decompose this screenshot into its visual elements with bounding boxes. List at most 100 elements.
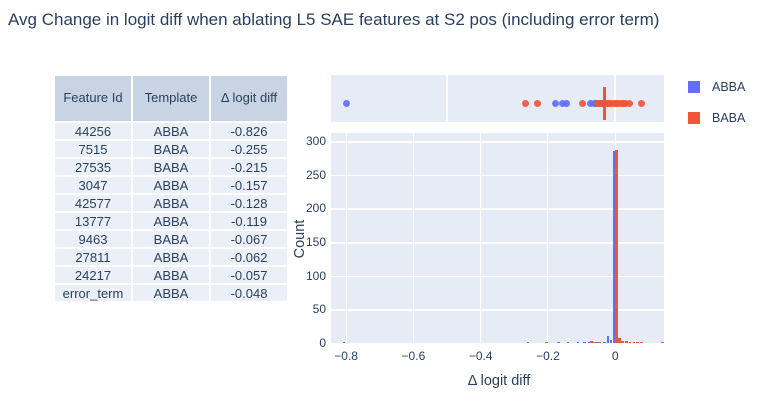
table-cell: ABBA	[133, 177, 209, 193]
table-cell: ABBA	[133, 123, 209, 139]
x-axis-title: Δ logit diff	[467, 373, 531, 389]
histogram-bar-baba	[615, 149, 618, 343]
gridline	[331, 309, 664, 311]
table-row: 27811 ABBA -0.062	[55, 249, 287, 265]
histogram-bar-baba	[545, 342, 548, 343]
table-cell: 27811	[55, 249, 131, 265]
table-header-cell: Δ logit diff	[211, 76, 287, 121]
histogram-bar-baba	[618, 338, 621, 343]
x-tick-label: −0.2	[536, 349, 560, 363]
strip-point-baba	[533, 99, 541, 107]
table-cell: BABA	[133, 141, 209, 157]
table-header-cell: Template	[133, 76, 209, 121]
table-cell: BABA	[133, 231, 209, 247]
strip-point-baba	[637, 99, 645, 107]
y-tick-label: 200	[305, 201, 326, 216]
table-row: 9463 BABA -0.067	[55, 231, 287, 247]
x-tick-label: −0.4	[468, 349, 493, 363]
histogram-bar-baba	[526, 342, 530, 343]
histogram-bar-baba	[598, 341, 601, 343]
table-cell: -0.057	[211, 267, 287, 283]
table-cell: -0.062	[211, 249, 287, 265]
table-row: 44256 ABBA -0.826	[55, 123, 287, 139]
histogram-panel[interactable]	[331, 133, 664, 343]
table-row: 13777 ABBA -0.119	[55, 213, 287, 229]
legend-item-abba[interactable]: ABBA	[688, 80, 745, 94]
table-row: 24217 ABBA -0.057	[55, 267, 287, 283]
table-header-cell: Feature Id	[55, 76, 131, 121]
histogram-bar-baba	[661, 342, 664, 343]
y-tick-label: 50	[312, 302, 326, 317]
table-cell: -0.215	[211, 159, 287, 175]
gridline	[480, 133, 482, 343]
table-row: 7515 BABA -0.255	[55, 141, 287, 157]
x-tick-label: 0	[611, 349, 619, 363]
legend-item-baba[interactable]: BABA	[688, 111, 745, 125]
table-cell: error_term	[55, 285, 131, 301]
table-cell: 7515	[55, 141, 131, 157]
table-cell: ABBA	[133, 249, 209, 265]
histogram-bar-baba	[593, 341, 596, 343]
legend-label: ABBA	[712, 80, 746, 94]
table-cell: -0.128	[211, 195, 287, 211]
histogram-bar-abba	[606, 336, 610, 343]
strip-point-abba	[563, 99, 571, 107]
y-axis-title: Count	[292, 219, 308, 259]
strip-point-abba	[558, 99, 566, 107]
histogram-bar-abba	[596, 341, 599, 343]
gridline	[345, 133, 347, 343]
histogram-bar-baba	[636, 341, 639, 343]
figure-title: Avg Change in logit diff when ablating L…	[8, 10, 660, 29]
y-tick-label: 250	[305, 167, 326, 182]
histogram-bar-abba	[603, 341, 606, 343]
x-tick-label: −0.8	[334, 349, 358, 363]
table-cell: 9463	[55, 231, 131, 247]
legend: ABBA BABA	[688, 80, 745, 142]
strip-point-abba	[551, 99, 559, 107]
histogram-bar-baba	[628, 341, 632, 343]
strip-point-baba	[625, 99, 633, 107]
marginal-strip-panel[interactable]	[331, 75, 664, 122]
histogram-bar-abba	[342, 341, 346, 343]
table-cell: 13777	[55, 213, 131, 229]
histogram-bar-baba	[621, 340, 624, 343]
table-cell: ABBA	[133, 195, 209, 211]
table-cell: 42577	[55, 195, 131, 211]
table-cell: -0.255	[211, 141, 287, 157]
gridline	[331, 242, 664, 244]
legend-swatch-icon	[688, 81, 700, 93]
histogram-bar-baba	[625, 340, 628, 343]
table-cell: ABBA	[133, 267, 209, 283]
strip-point-baba	[579, 99, 587, 107]
histogram-bar-abba	[612, 151, 616, 343]
table-cell: ABBA	[133, 285, 209, 301]
table-row: 3047 ABBA -0.157	[55, 177, 287, 193]
histogram-bar-abba	[557, 342, 560, 343]
table-row: error_term ABBA -0.048	[55, 285, 287, 301]
gridline	[331, 275, 664, 278]
table-row: 42577 ABBA -0.128	[55, 195, 287, 211]
gridline	[614, 75, 617, 122]
gridline	[331, 174, 664, 177]
histogram-bar-baba	[640, 341, 643, 343]
strip-point-abba	[587, 99, 595, 107]
table-cell: -0.119	[211, 213, 287, 229]
table-cell: -0.826	[211, 123, 287, 139]
table-cell: -0.157	[211, 177, 287, 193]
feature-table: Feature Id Template Δ logit diff 44256 ABBA…	[53, 74, 289, 303]
legend-label: BABA	[712, 111, 746, 125]
histogram-bar-baba	[632, 341, 636, 343]
legend-swatch-icon	[688, 112, 700, 124]
table-cell: 27535	[55, 159, 131, 175]
y-tick-label: 300	[305, 134, 326, 149]
histogram-bar-baba	[590, 340, 593, 343]
table-cell: -0.067	[211, 231, 287, 247]
table-cell: 3047	[55, 177, 131, 193]
table-cell: 24217	[55, 267, 131, 283]
table-cell: -0.048	[211, 285, 287, 301]
y-tick-label: 100	[305, 268, 326, 283]
table-cell: BABA	[133, 159, 209, 175]
strip-point-baba	[522, 99, 530, 107]
histogram-bar-abba	[576, 342, 580, 343]
